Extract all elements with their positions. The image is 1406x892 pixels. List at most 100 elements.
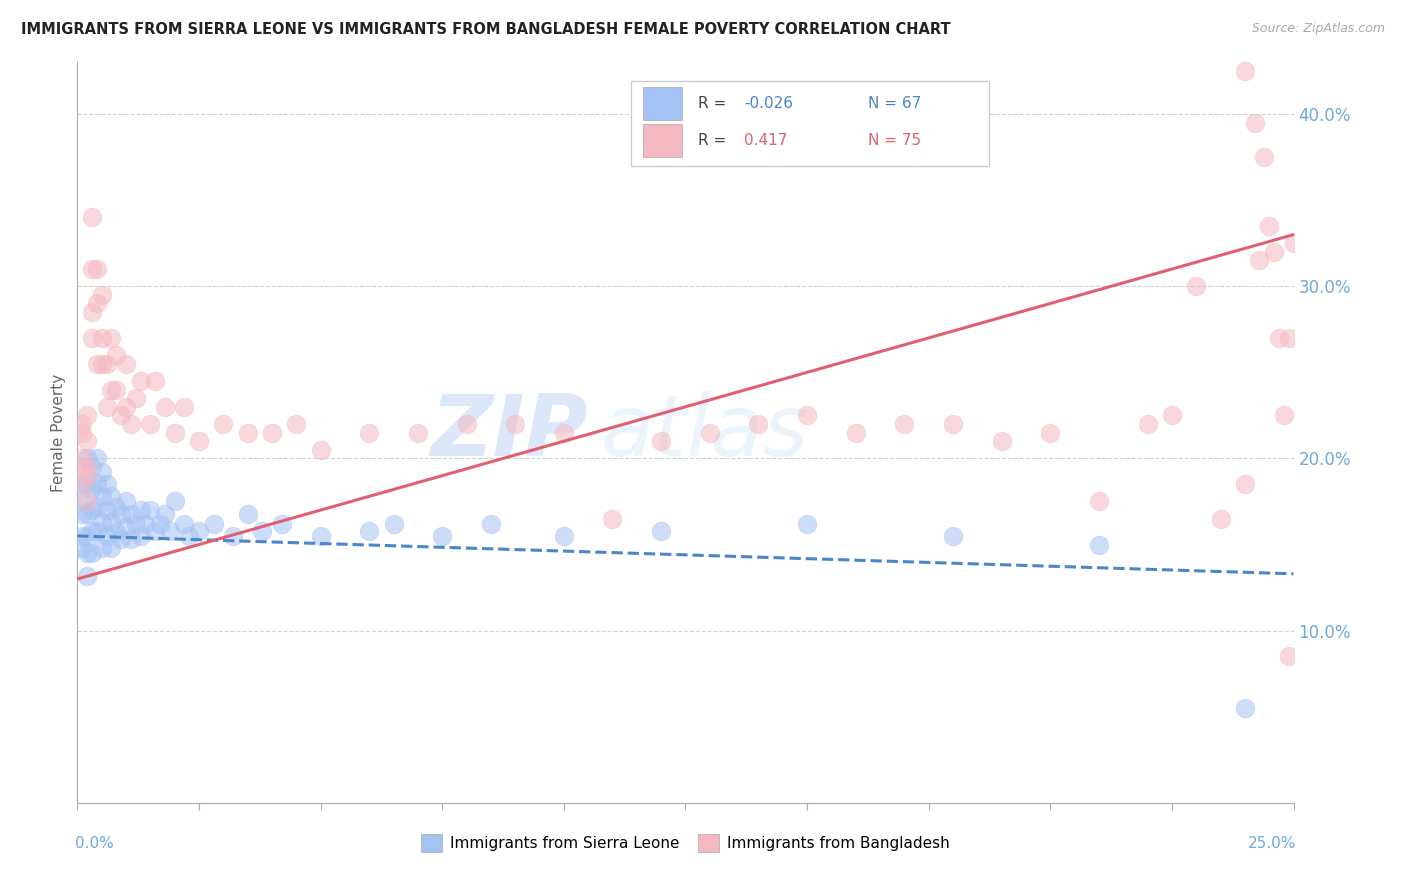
Point [100,541,122,555]
Point [120,533,142,547]
Point [80,211,103,225]
Point [76,507,98,521]
Point [105,525,128,540]
Point [110,409,132,423]
Point [86,524,108,538]
Point [1268,331,1291,345]
Point [80,305,103,319]
Point [86,451,108,466]
Point [143,524,166,538]
Point [1161,409,1184,423]
Point [1136,417,1159,431]
Text: -0.026: -0.026 [744,95,793,111]
Point [76,494,98,508]
Point [942,417,965,431]
Point [359,425,381,440]
Point [90,357,112,371]
Point [173,516,195,531]
Point [139,417,162,431]
Text: Source: ZipAtlas.com: Source: ZipAtlas.com [1251,22,1385,36]
Point [90,541,112,555]
Point [1233,64,1256,78]
Point [129,529,152,543]
Point [100,515,122,529]
Point [70,541,93,555]
Point [70,529,93,543]
Point [134,516,156,531]
Point [76,409,98,423]
Point [1233,477,1256,491]
Point [159,524,181,538]
Point [115,400,138,414]
Point [1233,701,1256,715]
Point [602,512,624,526]
Point [553,425,575,440]
Text: 25.0%: 25.0% [1247,836,1296,851]
Text: R =: R = [697,133,735,148]
Point [309,442,332,457]
Point [70,494,93,508]
Point [553,529,575,543]
Point [115,494,138,508]
Point [76,460,98,475]
Point [153,400,176,414]
Point [76,477,98,491]
Point [1282,236,1305,251]
Point [1278,331,1301,345]
Point [236,507,259,521]
Point [86,262,108,277]
Point [1263,244,1285,259]
Point [96,477,118,491]
Text: N = 67: N = 67 [868,95,921,111]
Point [105,348,128,362]
Point [86,475,108,490]
Point [90,489,112,503]
FancyBboxPatch shape [643,87,682,120]
Point [236,425,259,440]
Point [845,425,868,440]
Point [893,417,915,431]
Point [86,357,108,371]
Point [163,494,186,508]
Point [260,425,283,440]
Point [747,417,769,431]
Point [188,434,211,449]
Point [212,417,235,431]
Point [382,516,405,531]
Point [110,533,132,547]
Point [80,331,103,345]
Point [76,434,98,449]
Point [650,524,672,538]
Point [1243,116,1265,130]
Point [70,477,93,491]
Point [179,529,201,543]
Point [1258,219,1281,233]
Point [430,529,453,543]
Text: 0.417: 0.417 [744,133,787,148]
Point [406,425,429,440]
Point [110,507,132,521]
Point [650,434,672,449]
Text: R =: R = [697,95,731,111]
Point [70,425,93,440]
Point [120,507,142,521]
Point [105,500,128,514]
Point [309,529,332,543]
Text: ZIP: ZIP [430,391,588,475]
Point [1249,253,1271,268]
Point [76,529,98,543]
Point [1088,494,1111,508]
Point [90,465,112,479]
Point [70,451,93,466]
Point [359,524,381,538]
Point [100,331,122,345]
Point [76,546,98,560]
Text: atlas: atlas [600,391,808,475]
Point [125,391,148,405]
Point [96,503,118,517]
Point [70,417,93,431]
Point [139,503,162,517]
Point [285,417,308,431]
Point [143,374,166,388]
Point [1253,150,1275,164]
